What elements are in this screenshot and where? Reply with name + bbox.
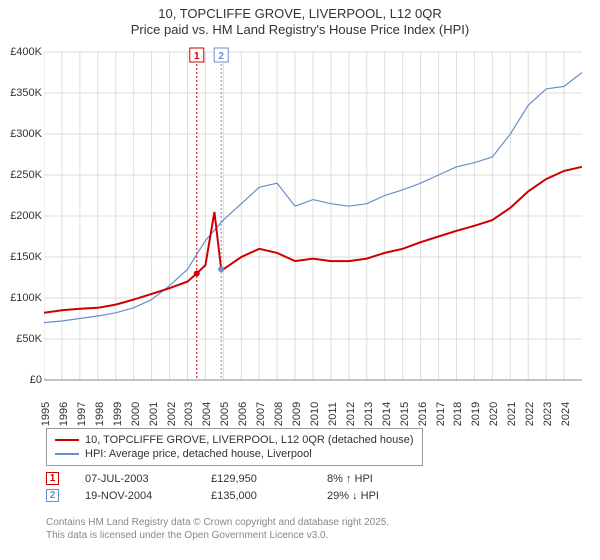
sale-price: £135,000 (211, 490, 301, 502)
footer-attribution: Contains HM Land Registry data © Crown c… (46, 516, 576, 542)
sale-date: 07-JUL-2003 (85, 473, 185, 485)
svg-text:2: 2 (218, 51, 224, 62)
sale-marker-badge: 2 (46, 489, 59, 502)
x-axis-tick-label: 2020 (488, 402, 500, 426)
x-axis-tick-label: 2022 (524, 402, 536, 426)
x-axis-tick-label: 2016 (417, 402, 429, 426)
x-axis-tick-label: 2010 (309, 402, 321, 426)
title-line1: 10, TOPCLIFFE GROVE, LIVERPOOL, L12 0QR (0, 6, 600, 21)
y-axis-tick-label: £50K (16, 333, 42, 345)
y-axis-tick-label: £400K (10, 46, 42, 58)
legend: 10, TOPCLIFFE GROVE, LIVERPOOL, L12 0QR … (46, 428, 576, 466)
sale-date: 19-NOV-2004 (85, 490, 185, 502)
footer-line2: This data is licensed under the Open Gov… (46, 529, 576, 542)
x-axis-tick-label: 1999 (112, 402, 124, 426)
x-axis-tick-label: 2024 (560, 402, 572, 426)
legend-swatch (55, 439, 79, 441)
sale-marker-badge: 1 (46, 472, 59, 485)
x-axis-tick-label: 2007 (255, 402, 267, 426)
y-axis-tick-label: £350K (10, 87, 42, 99)
svg-text:1: 1 (194, 51, 200, 62)
x-axis-tick-label: 2015 (399, 402, 411, 426)
x-axis-tick-label: 1997 (76, 402, 88, 426)
legend-label: HPI: Average price, detached house, Live… (85, 448, 312, 460)
x-axis-tick-label: 2019 (470, 402, 482, 426)
y-axis-tick-label: £250K (10, 169, 42, 181)
x-axis-tick-label: 2023 (542, 402, 554, 426)
chart-title: 10, TOPCLIFFE GROVE, LIVERPOOL, L12 0QR … (0, 0, 600, 37)
x-axis-tick-label: 2017 (435, 402, 447, 426)
x-axis-tick-label: 2000 (130, 402, 142, 426)
x-axis-tick-label: 1998 (94, 402, 106, 426)
legend-row: 10, TOPCLIFFE GROVE, LIVERPOOL, L12 0QR … (55, 433, 414, 447)
y-axis-tick-label: £200K (10, 210, 42, 222)
x-axis-tick-label: 2002 (166, 402, 178, 426)
x-axis-tick-label: 2021 (506, 402, 518, 426)
x-axis-tick-label: 1995 (40, 402, 52, 426)
legend-row: HPI: Average price, detached house, Live… (55, 447, 414, 461)
legend-swatch (55, 453, 79, 455)
x-axis-tick-label: 2003 (183, 402, 195, 426)
sales-table: 1 07-JUL-2003 £129,950 8% ↑ HPI 2 19-NOV-2004… (46, 470, 576, 504)
sale-price: £129,950 (211, 473, 301, 485)
chart-plot-area: 12 (44, 46, 588, 416)
x-axis-tick-label: 2012 (345, 402, 357, 426)
y-axis-tick-label: £300K (10, 128, 42, 140)
title-line2: Price paid vs. HM Land Registry's House … (0, 22, 600, 37)
sale-hpi-diff: 8% ↑ HPI (327, 473, 427, 485)
x-axis-tick-label: 2006 (237, 402, 249, 426)
x-axis-tick-label: 2008 (273, 402, 285, 426)
x-axis-tick-label: 2018 (452, 402, 464, 426)
x-axis-tick-label: 2004 (201, 402, 213, 426)
x-axis-tick-label: 2009 (291, 402, 303, 426)
x-axis-tick-label: 1996 (58, 402, 70, 426)
y-axis-tick-label: £0 (30, 374, 42, 386)
sale-row: 1 07-JUL-2003 £129,950 8% ↑ HPI (46, 470, 576, 487)
y-axis-tick-label: £150K (10, 251, 42, 263)
sale-row: 2 19-NOV-2004 £135,000 29% ↓ HPI (46, 487, 576, 504)
x-axis-tick-label: 2001 (148, 402, 160, 426)
x-axis-tick-label: 2011 (327, 402, 339, 426)
sale-hpi-diff: 29% ↓ HPI (327, 490, 427, 502)
x-axis-tick-label: 2014 (381, 402, 393, 426)
y-axis-tick-label: £100K (10, 292, 42, 304)
legend-label: 10, TOPCLIFFE GROVE, LIVERPOOL, L12 0QR … (85, 434, 414, 446)
chart-svg: 12 (44, 46, 588, 416)
x-axis-tick-label: 2013 (363, 402, 375, 426)
x-axis-tick-label: 2005 (219, 402, 231, 426)
footer-line1: Contains HM Land Registry data © Crown c… (46, 516, 576, 529)
